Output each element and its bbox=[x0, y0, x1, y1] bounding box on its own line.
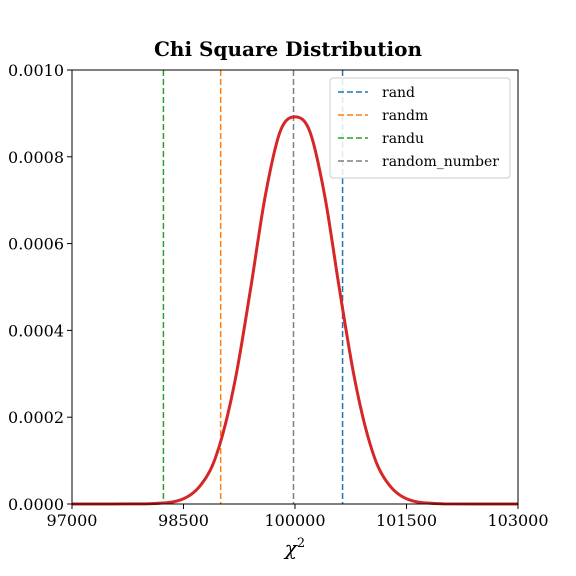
x-tick-label: 97000 bbox=[47, 511, 98, 530]
y-tick-label: 0.0010 bbox=[8, 61, 64, 80]
legend-label-rand: rand bbox=[382, 85, 415, 101]
x-tick-label: 98500 bbox=[158, 511, 209, 530]
y-tick-label: 0.0002 bbox=[8, 408, 64, 427]
x-tick-label: 103000 bbox=[487, 511, 548, 530]
x-axis-label-base: χ bbox=[283, 536, 299, 560]
x-axis-ticks: 97000 98500 100000 101500 103000 bbox=[47, 504, 549, 530]
y-tick-label: 0.0008 bbox=[8, 148, 64, 167]
chi-square-curve bbox=[71, 115, 519, 506]
legend-label-randu: randu bbox=[382, 131, 424, 147]
x-tick-label: 100000 bbox=[264, 511, 325, 530]
y-tick-label: 0.0004 bbox=[8, 321, 64, 340]
chart-title: Chi Square Distribution bbox=[154, 37, 422, 61]
legend: rand randm randu random_number bbox=[329, 77, 511, 179]
y-tick-label: 0.0006 bbox=[8, 235, 64, 254]
legend-label-random-number: random_number bbox=[382, 154, 499, 170]
y-tick-label: 0.0000 bbox=[8, 495, 64, 514]
reference-lines bbox=[162, 70, 344, 504]
x-tick-label: 101500 bbox=[376, 511, 437, 530]
legend-label-randm: randm bbox=[382, 108, 428, 124]
legend-box bbox=[329, 77, 511, 179]
x-axis-label-superscript: 2 bbox=[297, 536, 305, 551]
x-axis-label: χ2 bbox=[283, 536, 305, 560]
y-axis-ticks: 0.0000 0.0002 0.0004 0.0006 0.0008 0.0010 bbox=[8, 61, 72, 514]
